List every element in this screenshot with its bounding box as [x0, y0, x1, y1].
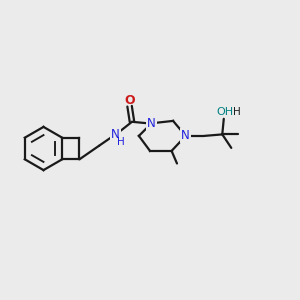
Text: H: H — [232, 107, 240, 117]
Text: OH: OH — [217, 107, 234, 117]
Text: O: O — [124, 94, 135, 107]
Text: N: N — [111, 128, 120, 141]
Text: N: N — [147, 117, 156, 130]
Text: N: N — [181, 129, 190, 142]
Text: H: H — [117, 137, 125, 147]
